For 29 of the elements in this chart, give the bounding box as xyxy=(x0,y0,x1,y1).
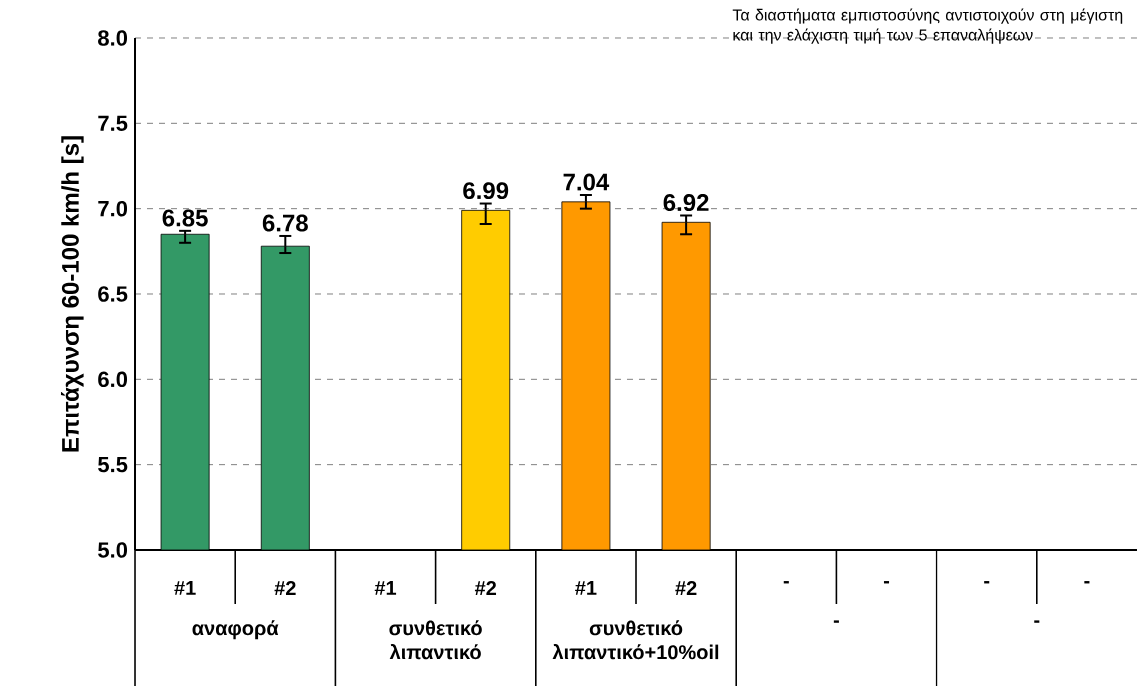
y-tick-label: 7.5 xyxy=(98,115,128,132)
x-tick-label: - xyxy=(783,581,789,584)
text: αναφορά xyxy=(192,620,279,640)
x-tick-label: - xyxy=(984,581,990,584)
x-tick-label: #1 xyxy=(374,581,397,595)
data-label: 6.85 xyxy=(162,209,208,227)
y-tick-label: 6.5 xyxy=(98,286,128,302)
data-label: 6.99 xyxy=(463,182,509,200)
x-tick-label: #2 xyxy=(675,581,697,596)
x-tick-label: #1 xyxy=(174,581,196,595)
y-tick-label: 8.0 xyxy=(98,30,128,46)
text: - xyxy=(833,620,839,623)
x-tick-label: - xyxy=(1084,581,1090,584)
y-tick-label: 5.5 xyxy=(98,457,128,473)
y-tick-label: 5.0 xyxy=(98,542,128,558)
y-tick-label: 6.0 xyxy=(98,371,128,388)
data-label: 6.92 xyxy=(663,194,709,212)
y-axis-title: Επιτάχυνση 60-100 km/h [s] xyxy=(60,136,84,452)
text: συνθετικό λιπαντικό xyxy=(389,620,482,660)
data-label: 7.04 xyxy=(563,173,610,191)
data-label: 6.78 xyxy=(262,214,308,232)
x-tick-label: #1 xyxy=(575,581,597,595)
x-tick-label: #2 xyxy=(474,581,497,596)
text: συνθετικό λιπαντικό+10%oil xyxy=(552,620,719,660)
text: - xyxy=(1034,620,1040,623)
y-tick-label: 7.0 xyxy=(98,200,128,217)
x-tick-label: #2 xyxy=(274,581,296,596)
annotation: Τα διαστήματα εμπιστοσύνης αντιστοιχούν στη μέγιστη και την ελάχιστη τιμή των 5 επαναλήψεων xyxy=(732,8,1123,44)
x-tick-label: - xyxy=(883,581,890,584)
